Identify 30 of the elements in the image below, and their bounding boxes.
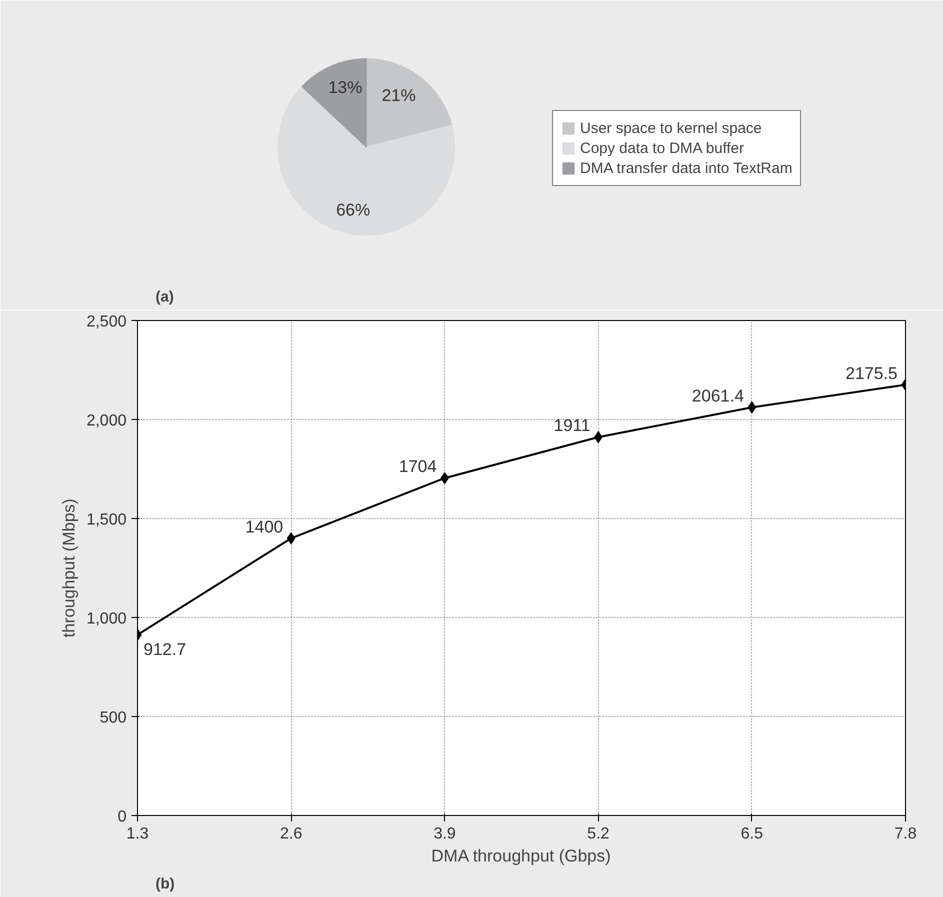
data-label: 13%	[328, 78, 362, 97]
data-label: 1911	[554, 416, 590, 436]
x-tick-label: 5.2	[587, 826, 610, 842]
data-label: 1704	[398, 457, 437, 476]
text: (a)	[156, 288, 174, 306]
x-tick-label: 6.5	[740, 826, 764, 842]
x-tick-label: 1.3	[126, 826, 149, 842]
y-tick-label: 1,000	[86, 610, 127, 628]
data-label: 2175.5	[846, 364, 898, 383]
point	[286, 532, 296, 544]
x-axis-title: DMA throughput (Gbps)	[431, 846, 611, 866]
legend-label: Copy data to DMA buffer	[580, 139, 744, 157]
y-tick-label: 2,500	[86, 314, 127, 330]
x-tick-label: 7.8	[894, 826, 917, 842]
point	[748, 401, 756, 414]
data-label: 912.7	[144, 640, 186, 659]
y-tick-label: 0	[118, 808, 127, 826]
y-tick-label: 1,500	[86, 512, 127, 528]
y-tick-label: 2,000	[86, 412, 127, 430]
x-tick-label: 3.9	[434, 826, 456, 842]
data-label: 1400	[245, 517, 284, 536]
data-label: 21%	[382, 86, 416, 106]
data-label: 2061.4	[692, 386, 744, 406]
legend-label: User space to kernel space	[580, 119, 762, 137]
data-label: 66%	[336, 200, 370, 220]
y-axis-title: throughput (Mbps)	[59, 498, 78, 638]
text: (b)	[156, 876, 175, 892]
legend-label: DMA transfer data into TextRam	[580, 159, 792, 177]
x-tick-label: 2.6	[280, 826, 302, 842]
y-tick-label: 500	[100, 710, 127, 726]
